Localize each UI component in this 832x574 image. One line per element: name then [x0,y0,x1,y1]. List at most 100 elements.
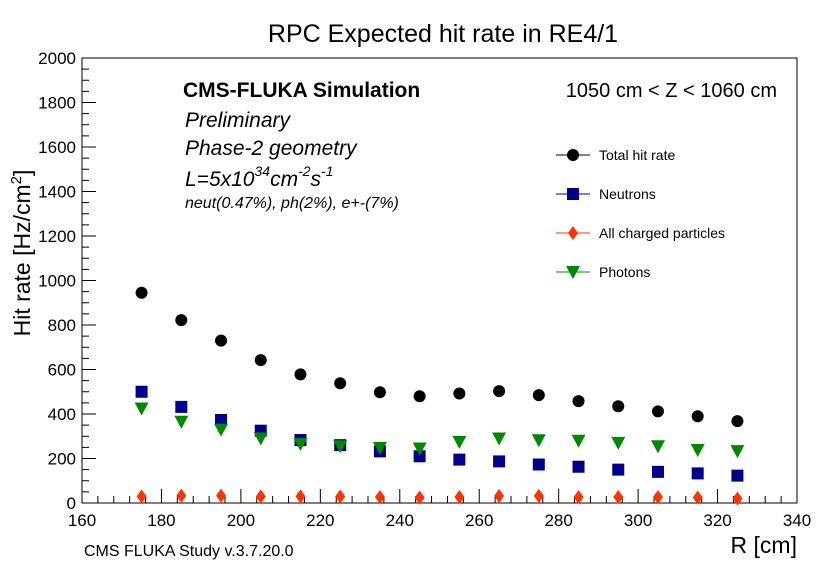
all-charged-particles-point [176,488,187,503]
y-tick-label: 1800 [38,94,76,113]
total-hit-rate-point [691,410,704,423]
total-hit-rate-point [135,286,148,299]
legend-label-neutrons: Neutrons [599,186,656,202]
x-axis-label: R [cm] [731,532,797,558]
neutrons-point [413,450,426,463]
y-tick-label: 1000 [38,272,76,291]
all-charged-particles-point [136,489,147,504]
total-hit-rate-point [373,386,386,399]
neutrons-point [493,455,506,468]
footer-label: CMS FLUKA Study v.3.7.20.0 [84,543,294,560]
photons-point [531,434,546,448]
all-charged-particles-point [295,489,306,504]
sim-title: CMS-FLUKA Simulation [183,79,420,102]
data-markers [134,286,745,506]
all-charged-particles-point [216,488,227,503]
photons-point [452,435,467,449]
legend-label-all-charged-particles: All charged particles [599,225,725,241]
luminosity-label: L=5x1034cm-2s-1 [185,163,333,191]
total-hit-rate-point [294,368,307,381]
x-tick-label: 200 [227,511,255,530]
photons-point [333,440,348,454]
y-tick-label: 600 [48,361,76,380]
total-hit-rate-point [493,385,506,398]
all-charged-particles-point [454,489,465,504]
y-axis-label: Hit rate [Hz/cm2] [8,170,35,337]
x-tick-label: 320 [703,511,731,530]
x-tick-label: 240 [386,511,414,530]
y-axis: 0 200 400 600 800 1000 1200 1400 1600 1800 2000 [38,49,96,513]
x-tick-label: 280 [544,511,572,530]
all-charged-particles-point [613,489,624,504]
neutrons-point [612,463,625,476]
all-charged-particles-point [533,488,544,503]
z-range-label: 1050 cm < Z < 1060 cm [566,80,777,102]
y-tick-label: 0 [67,494,76,513]
photons-point [293,438,308,452]
all-charged-particles-point [494,488,505,503]
preliminary-label: Preliminary [185,109,292,132]
legend-marker-neutrons [567,188,579,200]
geometry-label: Phase-2 geometry [185,137,358,160]
neutrons-point [453,453,466,466]
total-hit-rate-point [572,395,585,408]
all-charged-particles-point [374,489,385,504]
photons-point [730,445,745,459]
total-hit-rate-point [175,314,188,327]
y-tick-label: 800 [48,316,76,335]
total-hit-rate-point [731,415,744,428]
all-charged-particles-point [573,489,584,504]
x-axis: 160 180 200 220 240 260 280 300 320 340 [68,489,811,530]
legend-label-photons: Photons [599,264,650,280]
legend-marker-total-hit-rate [567,149,579,161]
all-charged-particles-point [732,491,743,506]
neutrons-point [731,469,744,482]
chart-title: RPC Expected hit rate in RE4/1 [268,20,618,48]
total-hit-rate-point [651,405,664,418]
neutrons-point [175,400,188,413]
legend-label-total-hit-rate: Total hit rate [599,147,675,163]
photons-point [690,444,705,458]
total-hit-rate-point [413,390,426,403]
neutrons-point [691,467,704,480]
all-charged-particles-point [692,490,703,505]
legend-marker-photons [566,266,580,279]
legend: Total hit rate Neutrons All charged partic… [556,147,725,280]
all-charged-particles-point [414,490,425,505]
total-hit-rate-point [532,389,545,402]
x-tick-label: 300 [624,511,652,530]
neutrons-point [215,414,228,427]
fractions-label: neut(0.47%), ph(2%), e+-(7%) [185,195,399,212]
photons-point [571,434,586,448]
photons-point [214,423,229,437]
x-tick-label: 260 [465,511,493,530]
photons-point [174,415,189,429]
neutrons-point [135,385,148,398]
neutrons-point [651,465,664,478]
y-tick-label: 1600 [38,138,76,157]
photons-point [134,402,149,416]
total-hit-rate-point [254,354,267,367]
y-tick-label: 1200 [38,227,76,246]
photons-point [372,441,387,455]
all-charged-particles-point [335,489,346,504]
total-hit-rate-point [612,400,625,413]
y-tick-label: 2000 [38,49,76,68]
photons-point [611,436,626,450]
photons-point [492,432,507,446]
x-tick-label: 340 [783,511,811,530]
all-charged-particles-point [652,489,663,504]
neutrons-point [532,458,545,471]
total-hit-rate-point [453,387,466,400]
y-tick-label: 200 [48,450,76,469]
y-tick-label: 400 [48,405,76,424]
y-tick-label: 1400 [38,183,76,202]
neutrons-point [572,460,585,473]
photons-point [412,442,427,456]
photons-point [650,440,665,454]
x-tick-label: 220 [306,511,334,530]
total-hit-rate-point [215,334,228,347]
photons-point [253,432,268,446]
x-tick-label: 180 [147,511,175,530]
